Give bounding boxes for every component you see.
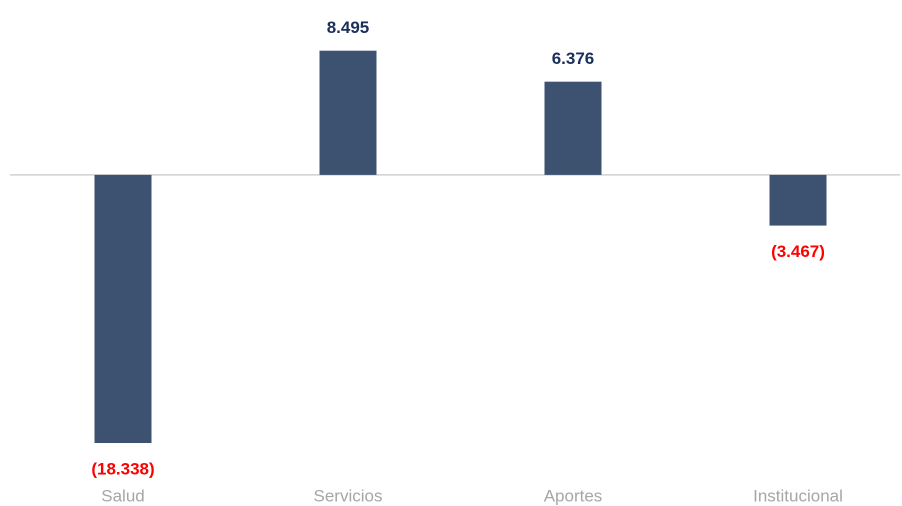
value-label: 6.376 (552, 49, 595, 68)
x-tick-label: Servicios (314, 486, 383, 505)
x-tick-label: Aportes (544, 486, 603, 505)
bar (544, 81, 602, 175)
value-label: (18.338) (91, 459, 154, 478)
value-label: 8.495 (327, 18, 370, 37)
x-tick-label: Institucional (753, 486, 843, 505)
bar (319, 50, 377, 175)
bar (94, 174, 152, 444)
value-label: (3.467) (771, 242, 825, 261)
bar (769, 174, 827, 226)
x-tick-label: Salud (101, 486, 144, 505)
